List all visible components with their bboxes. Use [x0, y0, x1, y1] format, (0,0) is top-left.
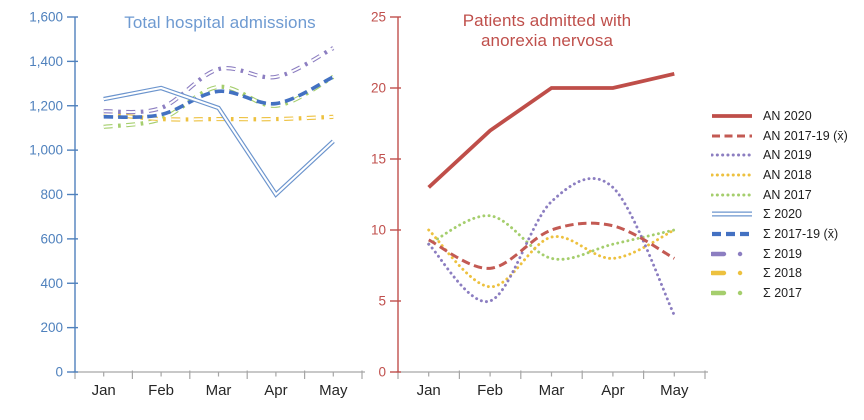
legend-swatch-sum-2017-icon	[711, 290, 755, 296]
x-tick-label: May	[660, 382, 689, 399]
series-2019-line-core	[103, 47, 334, 114]
legend-swatch-an-2017-icon	[711, 193, 754, 197]
y-tick-label: 0	[378, 365, 386, 380]
y-tick-label: 1,600	[29, 10, 63, 25]
legend-item-sum-2019: Σ 2019	[711, 244, 848, 264]
right-chart-title: Patients admitted with anorexia nervosa	[462, 11, 632, 50]
legend-swatch-sum-2020-icon	[712, 211, 752, 217]
y-tick-label: 800	[40, 187, 63, 202]
series-2019-line	[103, 46, 335, 115]
y-tick-label: 1,200	[29, 98, 63, 113]
legend-swatch-an-2019-icon	[711, 153, 754, 157]
legend-item-sum-2020: Σ 2020	[711, 204, 848, 224]
y-tick-label: 400	[40, 276, 63, 291]
y-tick-label: 1,400	[29, 54, 63, 69]
series-an-2020-line	[427, 71, 675, 189]
legend-label: AN 2019	[763, 148, 812, 163]
x-tick-label: Jan	[92, 382, 116, 399]
total-admissions-chart: Jan Feb Mar Apr May 0 200 400 600 800 1,000 1,200 1,…	[29, 10, 365, 399]
legend-item-an-2017: AN 2017	[711, 185, 848, 205]
series-2020-line-core	[103, 86, 335, 197]
series-an-2017-line	[427, 214, 676, 261]
legend-item-an-2017-19-mean: AN 2017-19 (x̄)	[711, 126, 848, 146]
legend-swatch-sum-2018-icon	[711, 271, 755, 276]
x-tick-label: May	[319, 382, 348, 399]
legend-label: AN 2017	[763, 187, 812, 202]
y-tick-label: 200	[40, 320, 63, 335]
legend-label: AN 2020	[763, 108, 812, 123]
legend-item-sum-2017: Σ 2017	[711, 283, 848, 303]
series-2020-line	[103, 85, 335, 198]
legend-swatch-sum-2017-19-mean-icon	[712, 231, 752, 237]
x-tick-label: Feb	[477, 382, 503, 399]
left-chart-title: Total hospital admissions	[124, 13, 316, 32]
y-tick-label: 15	[371, 152, 386, 167]
y-tick-label: 5	[378, 294, 386, 309]
legend-item-an-2018: AN 2018	[711, 165, 848, 185]
legend-label: Σ 2020	[763, 207, 803, 222]
legend-swatch-sum-2019-icon	[711, 251, 755, 256]
legend-swatch-an-2017-19-mean-icon	[712, 134, 752, 138]
series-2018-line-core	[103, 112, 334, 121]
legend-label: Σ 2017	[763, 286, 803, 301]
x-tick-label: Apr	[601, 382, 624, 399]
x-tick-label: Feb	[148, 382, 174, 399]
legend-swatch-an-2018-icon	[711, 173, 754, 177]
y-tick-label: 600	[40, 231, 63, 246]
x-tick-label: Apr	[264, 382, 287, 399]
series-an-2018-line	[427, 228, 676, 289]
y-tick-label: 10	[371, 223, 386, 238]
legend-item-an-2020: AN 2020	[711, 106, 848, 126]
legend-label: Σ 2017-19 (x̄)	[763, 226, 839, 241]
y-tick-label: 20	[371, 81, 386, 96]
x-tick-label: Mar	[539, 382, 565, 399]
series-2017-19-x-line	[103, 75, 335, 119]
series-2017-line-core	[103, 76, 334, 128]
legend: AN 2020 AN 2017-19 (x̄) AN 2019 AN 2018 …	[711, 106, 848, 303]
y-tick-label: 0	[55, 365, 63, 380]
legend-label: AN 2018	[763, 167, 812, 182]
legend-item-an-2019: AN 2019	[711, 145, 848, 165]
legend-swatch-an-2020-icon	[712, 113, 752, 118]
x-tick-label: Jan	[417, 382, 441, 399]
series-an-2019-line	[427, 177, 676, 317]
y-tick-label: 1,000	[29, 143, 63, 158]
x-tick-label: Mar	[206, 382, 232, 399]
legend-label: Σ 2019	[763, 246, 803, 261]
legend-item-sum-2017-19-mean: Σ 2017-19 (x̄)	[711, 224, 848, 244]
anorexia-admissions-chart: Jan Feb Mar Apr May 0 5 10 15 20 25	[371, 10, 708, 399]
legend-label: Σ 2018	[763, 266, 803, 281]
series-an-2017-19-x-line	[428, 221, 676, 270]
legend-item-sum-2018: Σ 2018	[711, 264, 848, 284]
legend-label: AN 2017-19 (x̄)	[763, 128, 848, 143]
y-tick-label: 25	[371, 10, 386, 25]
